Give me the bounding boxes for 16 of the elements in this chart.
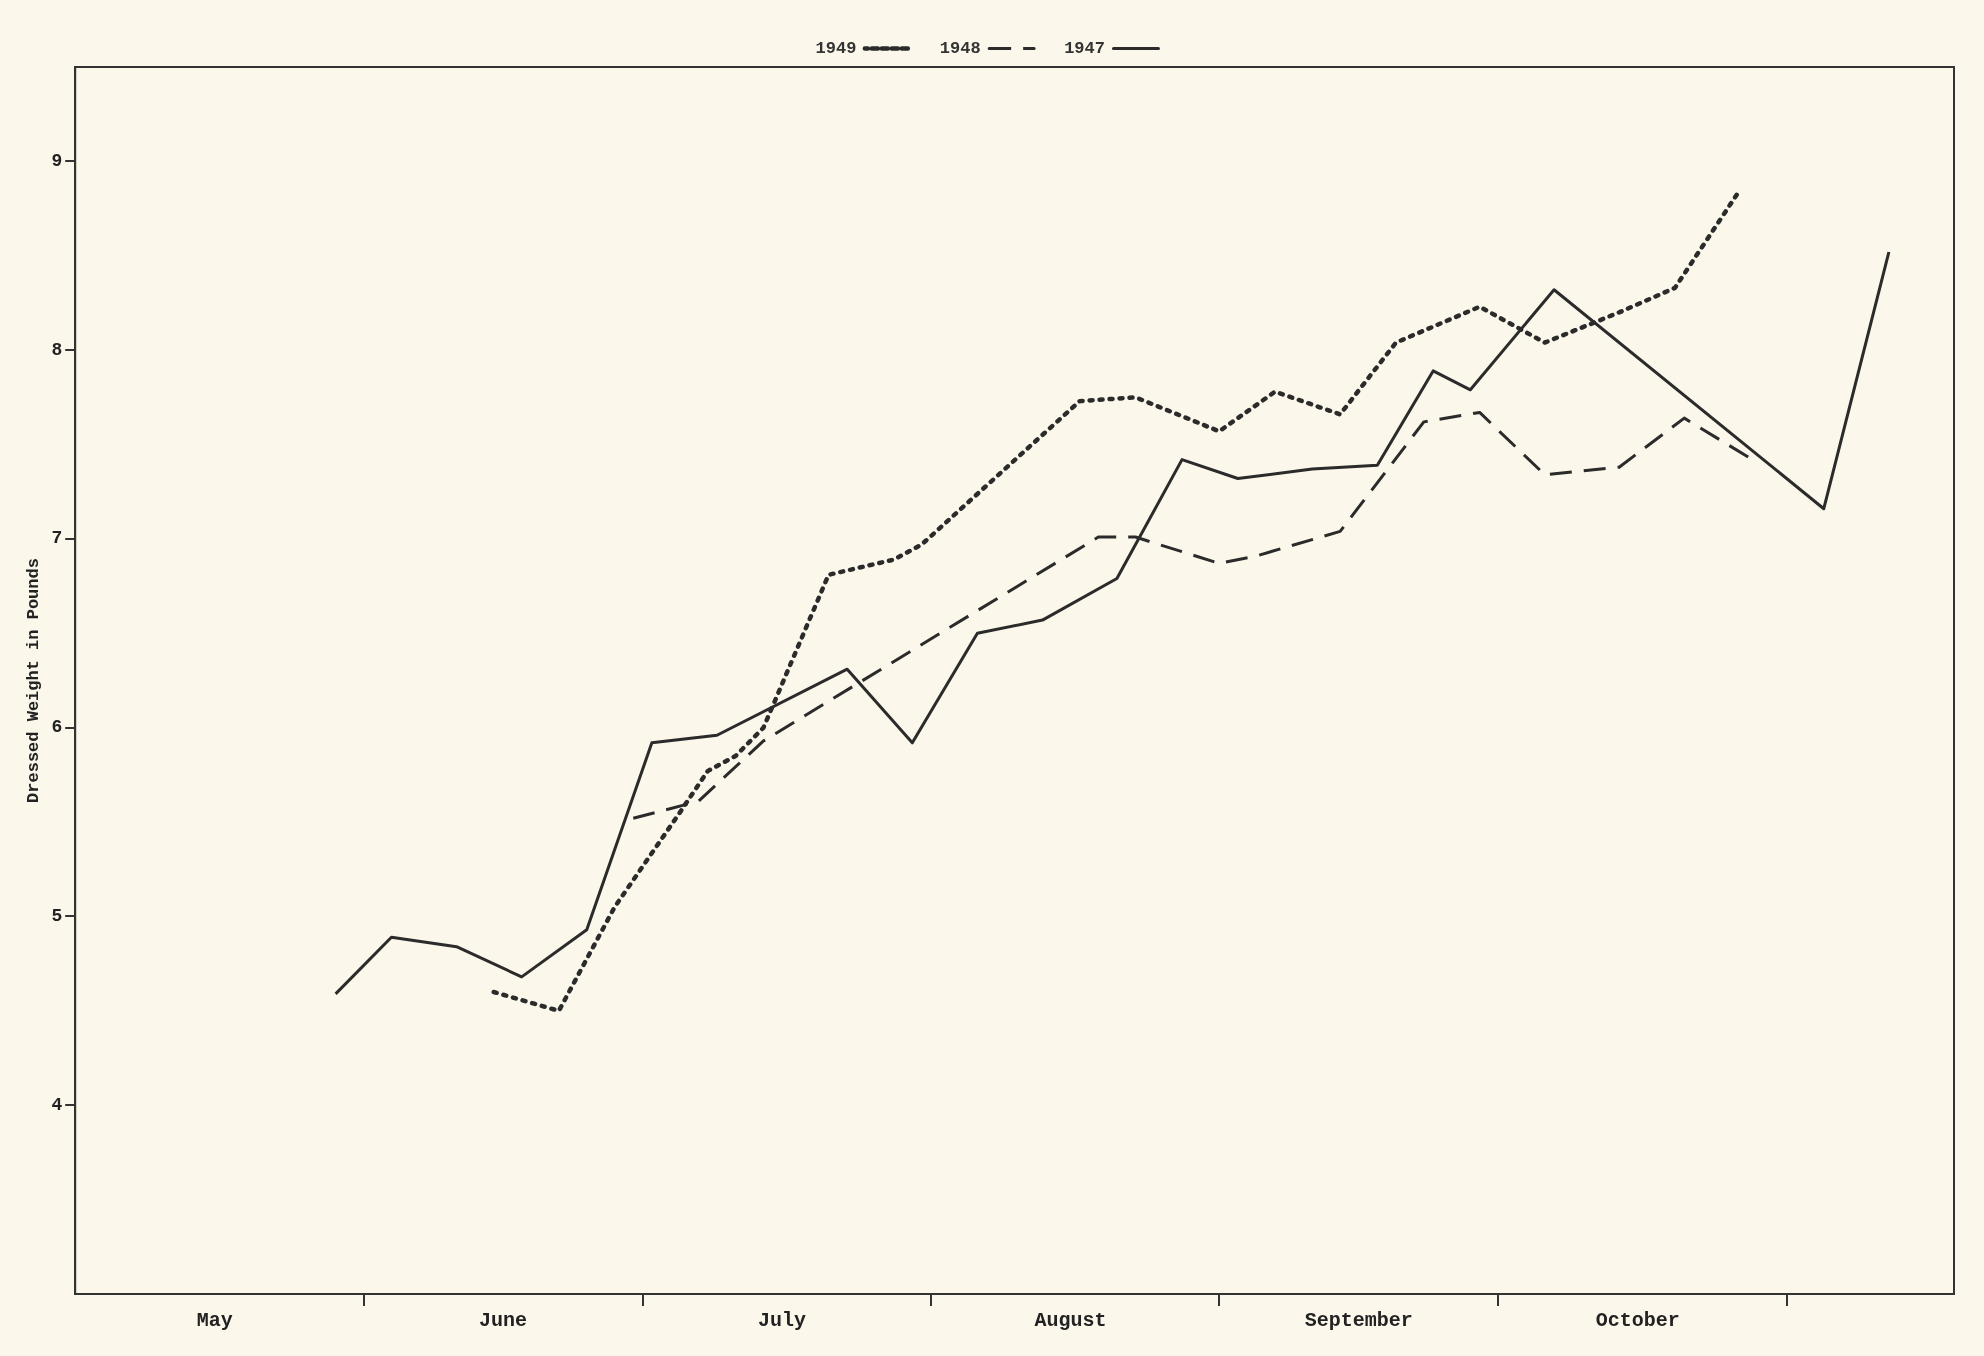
y-axis-title: Dressed Weight in Pounds xyxy=(24,558,44,803)
x-tick-label: August xyxy=(1034,1309,1107,1333)
legend-label: 1948 xyxy=(939,38,981,58)
y-tick-label: 5 xyxy=(51,905,63,926)
legend-label: 1947 xyxy=(1064,38,1105,58)
x-tick-label: June xyxy=(479,1309,528,1333)
y-tick-label: 4 xyxy=(51,1094,63,1115)
y-tick-label: 7 xyxy=(51,528,63,549)
legend-label: 1949 xyxy=(815,38,857,58)
x-tick-label: October xyxy=(1595,1309,1680,1333)
y-tick-label: 6 xyxy=(51,717,63,738)
x-tick-label: July xyxy=(758,1309,807,1333)
x-tick-label: May xyxy=(196,1309,233,1333)
y-tick-label: 8 xyxy=(51,339,63,360)
x-tick-label: September xyxy=(1304,1309,1413,1333)
y-tick-label: 9 xyxy=(51,150,63,171)
